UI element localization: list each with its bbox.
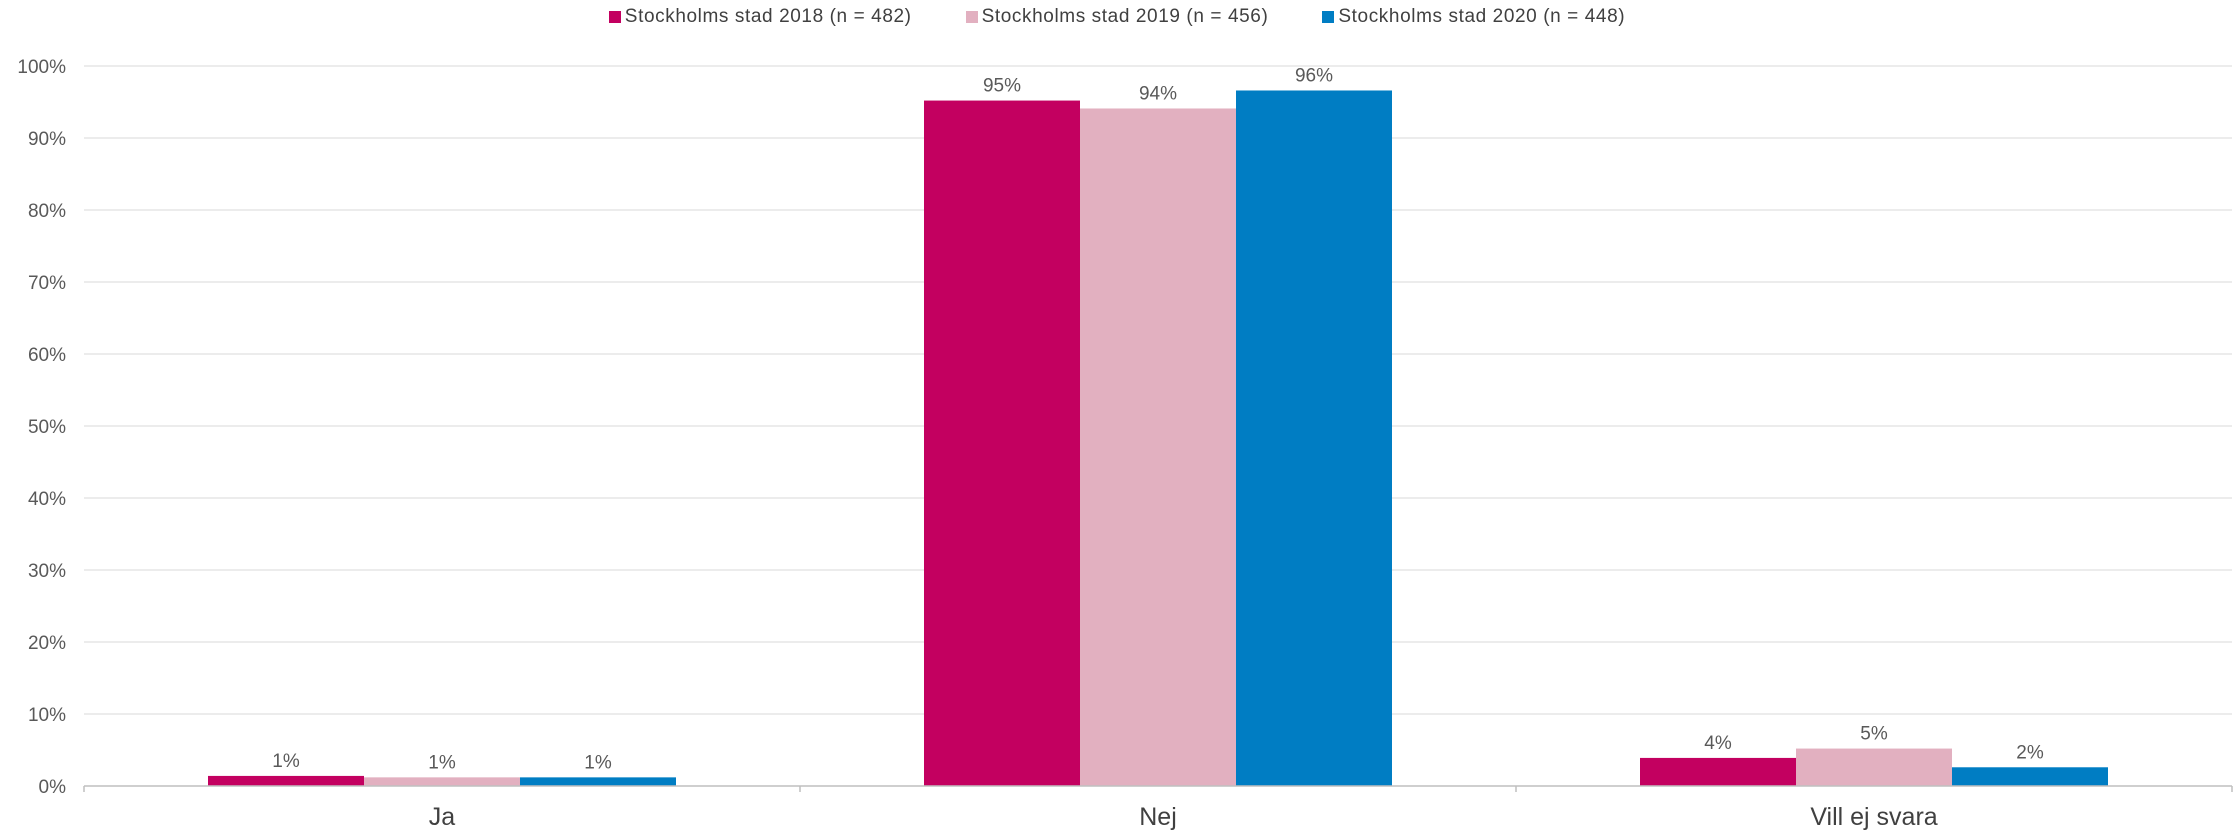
y-tick-label: 80% xyxy=(28,201,66,222)
bar xyxy=(1236,90,1392,787)
y-tick-label: 90% xyxy=(28,129,66,150)
legend-swatch xyxy=(965,11,978,23)
legend-label: Stockholms stad 2018 (n = 482) xyxy=(624,6,912,27)
legend-label: Stockholms stad 2020 (n = 448) xyxy=(1338,6,1626,27)
y-tick-label: 100% xyxy=(17,57,66,78)
legend-item: Stockholms stad 2019 (n = 456) xyxy=(965,6,1269,28)
x-category-label: Ja xyxy=(429,803,456,831)
bar xyxy=(208,775,364,786)
y-tick-label: 60% xyxy=(28,345,66,366)
y-tick-label: 70% xyxy=(28,273,66,294)
bar xyxy=(1640,757,1796,786)
bar xyxy=(1796,748,1952,786)
y-tick-label: 30% xyxy=(28,561,66,582)
y-tick-label: 10% xyxy=(28,705,66,726)
data-label: 1% xyxy=(584,752,612,773)
data-label: 94% xyxy=(1139,83,1177,104)
bar xyxy=(364,777,520,786)
x-category-label: Vill ej svara xyxy=(1810,803,1937,831)
legend-swatch xyxy=(608,11,621,23)
data-label: 4% xyxy=(1704,733,1732,754)
data-label: 96% xyxy=(1295,65,1333,86)
y-tick-label: 50% xyxy=(28,417,66,438)
legend-swatch xyxy=(1322,11,1335,23)
legend-label: Stockholms stad 2019 (n = 456) xyxy=(981,6,1269,27)
legend-item: Stockholms stad 2018 (n = 482) xyxy=(608,6,912,28)
legend-item: Stockholms stad 2020 (n = 448) xyxy=(1322,6,1625,28)
y-tick-label: 40% xyxy=(28,489,66,510)
x-category-label: Nej xyxy=(1139,803,1177,831)
data-label: 5% xyxy=(1860,724,1888,745)
bar xyxy=(520,777,676,786)
y-tick-label: 0% xyxy=(39,777,67,798)
bar xyxy=(1080,108,1236,787)
data-label: 1% xyxy=(272,751,300,772)
bar xyxy=(1952,767,2108,786)
chart-legend: Stockholms stad 2018 (n = 482) Stockholms… xyxy=(0,6,2234,28)
data-label: 2% xyxy=(2016,742,2044,763)
data-label: 1% xyxy=(428,752,456,773)
y-tick-label: 20% xyxy=(28,633,66,654)
data-label: 95% xyxy=(983,76,1021,97)
bar xyxy=(924,100,1080,786)
